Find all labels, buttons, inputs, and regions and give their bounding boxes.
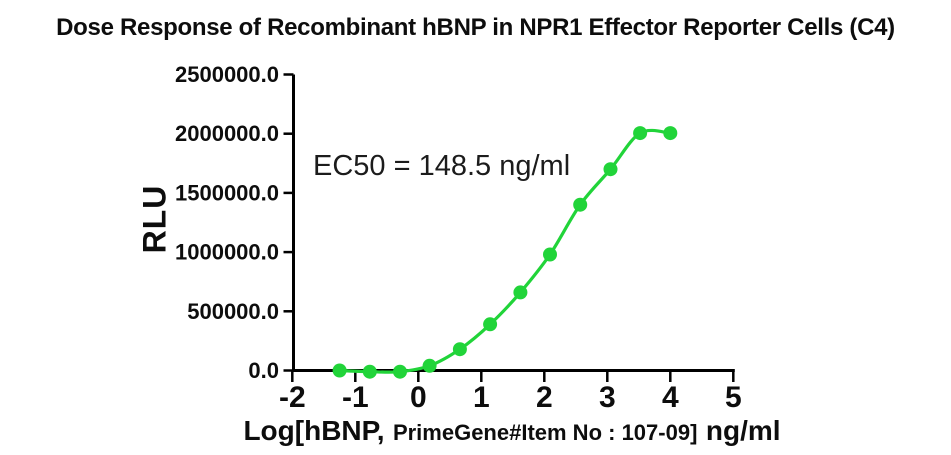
x-axis-title-suffix: ng/ml [705,415,781,446]
ec50-annotation: EC50 = 148.5 ng/ml [313,150,571,182]
data-point [573,197,588,212]
data-point [543,247,557,262]
x-axis-title-prefix: Log[hBNP, [243,415,385,446]
y-tick-label: 500000.0 [187,299,279,324]
data-point [422,358,437,373]
y-tick-label: 2500000.0 [175,62,279,87]
x-tick-label: 2 [536,381,553,414]
data-point [513,285,528,300]
chart-title: Dose Response of Recombinant hBNP in NPR… [56,14,895,41]
data-point [483,317,498,332]
x-tick-label: 4 [662,381,679,414]
data-point [633,126,648,141]
x-tick-label: -1 [342,381,369,414]
x-axis-title: Log[hBNP, PrimeGene#Item No : 107-09] ng… [192,415,832,447]
y-tick-label: 2000000.0 [175,121,279,146]
y-tick-label: 1000000.0 [175,240,279,265]
x-tick-label: 0 [410,381,427,414]
x-tick-label: 5 [725,381,742,414]
data-point [332,363,347,378]
data-point [603,162,618,177]
data-point [452,342,467,357]
y-tick-label: 1500000.0 [175,180,279,205]
x-tick-label: 3 [599,381,616,414]
x-tick-label: 1 [473,381,490,414]
x-axis-title-middle: PrimeGene#Item No : 107-09] [392,420,698,445]
data-point [393,364,407,379]
data-point [362,364,377,379]
data-point [663,126,678,141]
x-tick-label: -2 [279,381,306,414]
y-tick-label: 0.0 [248,358,279,383]
